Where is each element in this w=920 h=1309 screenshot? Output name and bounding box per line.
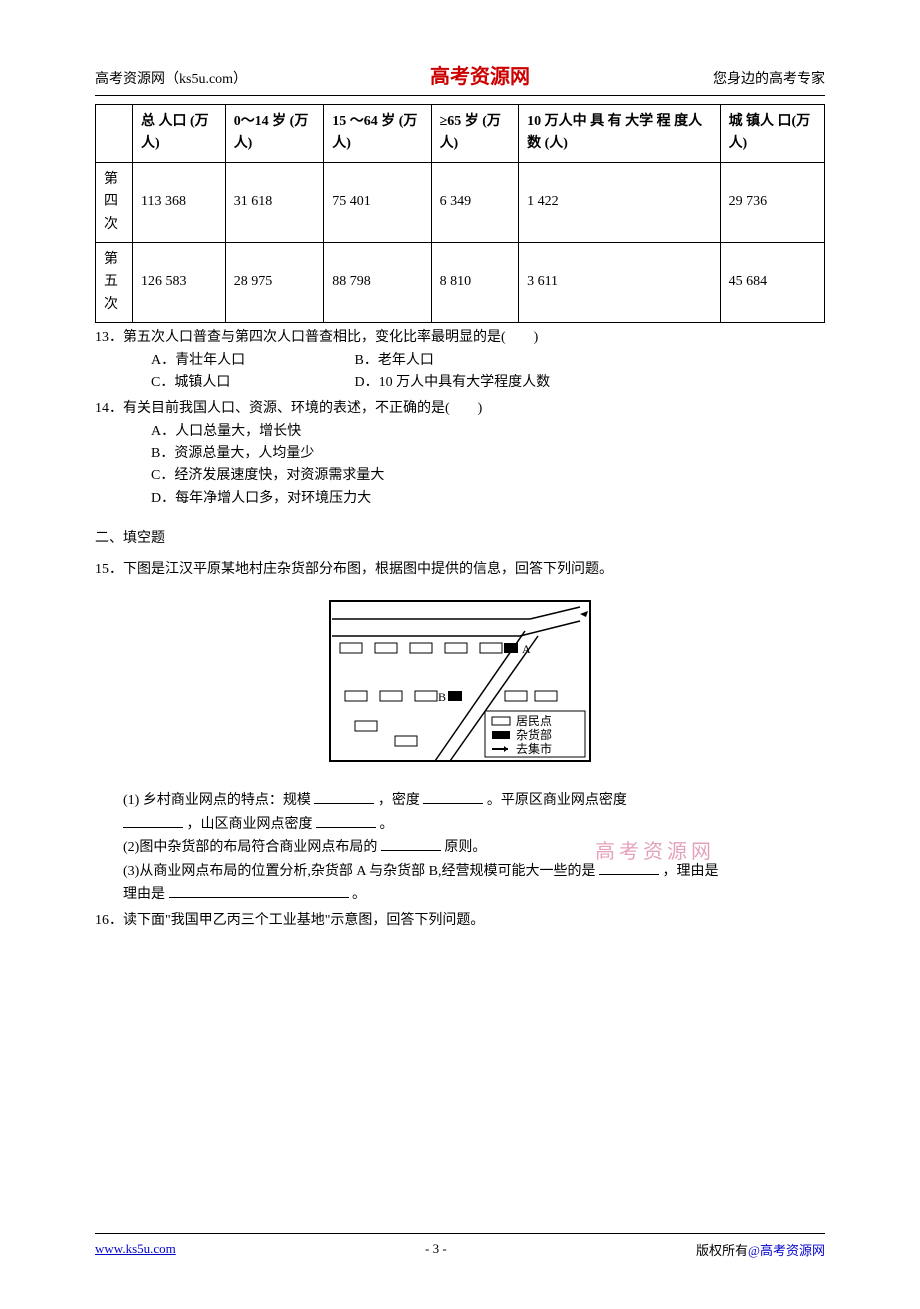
q13-opt-b: B．老年人口	[355, 350, 555, 372]
footer-right-prefix: 版权所有	[696, 1243, 748, 1258]
page-footer: www.ks5u.com - 3 - 版权所有@高考资源网	[95, 1233, 825, 1259]
census-table: 总 人口 (万人) 0～14 岁 (万人) 15 ～64 岁 (万人) ≥65 …	[95, 104, 825, 323]
row-label: 第四次	[96, 162, 133, 242]
row-label: 第五次	[96, 242, 133, 322]
table-row: 第五次 126 583 28 975 88 798 8 810 3 611 45…	[96, 242, 825, 322]
cell: 3 611	[519, 242, 720, 322]
section-2-title: 二、填空题	[95, 528, 825, 550]
q15-p3a: (3)从商业网点布局的位置分析,杂货部 A 与杂货部 B,经营规模可能大一些的是	[123, 864, 596, 879]
cell: 6 349	[431, 162, 519, 242]
cell: 45 684	[720, 242, 824, 322]
q15-p1a: (1) 乡村商业网点的特点：规模	[123, 793, 311, 808]
footer-right-link: @高考资源网	[748, 1243, 825, 1258]
cell: 126 583	[133, 242, 226, 322]
content-body: 总 人口 (万人) 0～14 岁 (万人) 15 ～64 岁 (万人) ≥65 …	[95, 104, 825, 933]
q14-opt-b: B．资源总量大，人均量少	[95, 443, 825, 465]
village-map-svg: A B	[320, 591, 600, 771]
q15-p1e: 。	[380, 817, 394, 832]
legend-market: 去集市	[516, 741, 552, 756]
cell: 28 975	[225, 242, 324, 322]
page-header: 高考资源网（ks5u.com） 高考资源网 您身边的高考专家	[95, 60, 825, 96]
q15-p2b: 原则。	[444, 840, 486, 855]
col-0-14: 0～14 岁 (万人)	[225, 105, 324, 163]
question-14: 14．有关目前我国人口、资源、环境的表述，不正确的是( ) A．人口总量大，增长…	[95, 398, 825, 510]
site-logo-text: 高考资源网	[430, 60, 530, 89]
question-15: 15．下图是江汉平原某地村庄杂货部分布图，根据图中提供的信息，回答下列问题。	[95, 559, 825, 907]
col-15-64: 15 ～64 岁 (万人)	[324, 105, 431, 163]
cell: 113 368	[133, 162, 226, 242]
q14-opt-c: C．经济发展速度快，对资源需求量大	[95, 465, 825, 487]
cell: 75 401	[324, 162, 431, 242]
page-number: - 3 -	[425, 1241, 447, 1257]
footer-copyright: 版权所有@高考资源网	[696, 1240, 825, 1259]
table-header-row: 总 人口 (万人) 0～14 岁 (万人) 15 ～64 岁 (万人) ≥65 …	[96, 105, 825, 163]
q15-part2: (2)图中杂货部的布局符合商业网点布局的 原则。 高考资源网	[95, 836, 825, 859]
legend-residence: 居民点	[516, 714, 552, 728]
col-urban: 城 镇人 口(万人)	[720, 105, 824, 163]
cell: 88 798	[324, 242, 431, 322]
q15-p3c: 。	[352, 887, 366, 902]
q14-opt-a: A．人口总量大，增长快	[95, 421, 825, 443]
legend-store: 杂货部	[516, 727, 552, 742]
blank	[123, 813, 183, 828]
blank	[381, 836, 441, 851]
watermark-text: 高考资源网	[595, 836, 715, 868]
cell: 29 736	[720, 162, 824, 242]
blank	[169, 883, 349, 898]
col-total: 总 人口 (万人)	[133, 105, 226, 163]
q15-p1b: ，密度	[378, 793, 420, 808]
q15-part3: (3)从商业网点布局的位置分析,杂货部 A 与杂货部 B,经营规模可能大一些的是…	[95, 860, 825, 907]
q15-figure: A B	[320, 591, 600, 779]
label-b: B	[438, 690, 446, 704]
col-blank	[96, 105, 133, 163]
header-left: 高考资源网（ks5u.com）	[95, 68, 247, 88]
cell: 1 422	[519, 162, 720, 242]
blank	[316, 813, 376, 828]
cell: 31 618	[225, 162, 324, 242]
table-row: 第四次 113 368 31 618 75 401 6 349 1 422 29…	[96, 162, 825, 242]
q13-opt-c: C．城镇人口	[151, 372, 351, 394]
col-edu: 10 万人中 具 有 大学 程 度人数 (人)	[519, 105, 720, 163]
q15-p1d: ，山区商业网点密度	[187, 817, 313, 832]
question-13: 13．第五次人口普查与第四次人口普查相比，变化比率最明显的是( ) A．青壮年人…	[95, 327, 825, 394]
q13-opt-d: D．10 万人中具有大学程度人数	[355, 372, 555, 394]
q16-stem: 16．读下面"我国甲乙丙三个工业基地"示意图，回答下列问题。	[95, 910, 825, 932]
q15-p1c: 。平原区商业网点密度	[487, 793, 627, 808]
q13-stem: 13．第五次人口普查与第四次人口普查相比，变化比率最明显的是( )	[95, 327, 825, 349]
footer-url: www.ks5u.com	[95, 1241, 176, 1257]
q15-part1: (1) 乡村商业网点的特点：规模 ，密度 。平原区商业网点密度 ，山区商业网点密…	[95, 789, 825, 836]
q14-opt-d: D．每年净增人口多，对环境压力大	[95, 488, 825, 510]
header-right: 您身边的高考专家	[713, 68, 825, 88]
q15-stem: 15．下图是江汉平原某地村庄杂货部分布图，根据图中提供的信息，回答下列问题。	[95, 559, 825, 581]
blank	[423, 789, 483, 804]
col-65: ≥65 岁 (万人)	[431, 105, 519, 163]
blank	[314, 789, 374, 804]
q15-p2a: (2)图中杂货部的布局符合商业网点布局的	[123, 840, 377, 855]
question-16: 16．读下面"我国甲乙丙三个工业基地"示意图，回答下列问题。	[95, 910, 825, 932]
cell: 8 810	[431, 242, 519, 322]
q13-opt-a: A．青壮年人口	[151, 350, 351, 372]
q14-stem: 14．有关目前我国人口、资源、环境的表述，不正确的是( )	[95, 398, 825, 420]
